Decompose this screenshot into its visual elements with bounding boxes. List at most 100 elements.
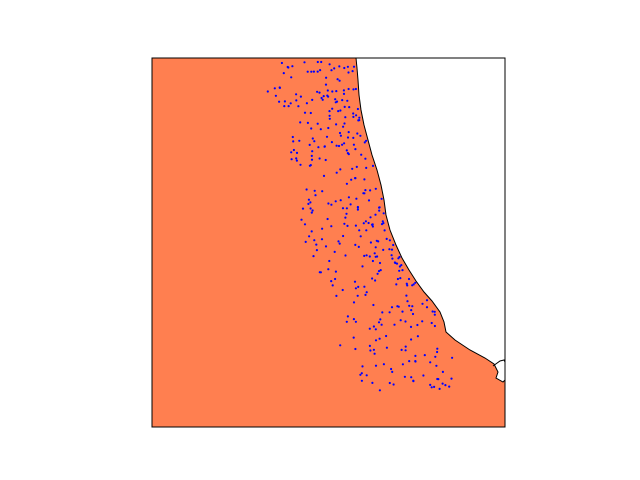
map-point (335, 144, 338, 147)
map-point (378, 209, 381, 212)
map-point (369, 349, 372, 352)
map-point (311, 98, 314, 101)
map-point (412, 283, 415, 286)
map-point (352, 301, 356, 304)
map-point (351, 167, 354, 170)
map-point (376, 272, 379, 275)
map-point (338, 131, 342, 135)
map-point (429, 383, 432, 386)
map-point (371, 164, 375, 167)
map-point (347, 131, 350, 134)
map-point (311, 209, 314, 212)
map-point (331, 90, 334, 93)
map-point (319, 271, 322, 274)
points-layer (266, 60, 454, 392)
map-point (364, 157, 367, 160)
map-point (305, 188, 308, 191)
map-point (301, 207, 305, 210)
map-point (374, 279, 377, 282)
map-point (388, 381, 391, 385)
map-point (398, 269, 401, 272)
map-point (371, 277, 374, 280)
map-point (365, 166, 368, 169)
map-point (273, 87, 276, 90)
map-point (310, 70, 313, 73)
map-point (354, 347, 357, 351)
map-point (335, 123, 338, 126)
map-point (359, 235, 362, 238)
map-point (403, 375, 406, 378)
map-point (345, 182, 348, 185)
map-point (411, 312, 415, 316)
map-point (379, 269, 382, 272)
map-point (390, 254, 393, 257)
map-point (358, 229, 361, 232)
map-point (347, 87, 350, 91)
map-point (435, 364, 438, 367)
map-point (343, 105, 346, 108)
map-point (414, 281, 417, 284)
map-point (346, 315, 349, 318)
map-point (342, 125, 345, 128)
map-point (327, 202, 330, 205)
map-point (399, 319, 402, 322)
map-point (326, 89, 329, 92)
map-point (361, 365, 364, 368)
map-point (398, 255, 401, 259)
map-point (310, 158, 314, 161)
map-point (346, 224, 349, 227)
map-point (303, 223, 307, 226)
map-point (307, 198, 310, 201)
map-point (289, 102, 292, 105)
map-point (326, 217, 329, 221)
map-point (362, 222, 365, 225)
map-point (354, 224, 357, 227)
map-point (400, 264, 403, 267)
map-point (316, 90, 319, 93)
map-point (337, 240, 340, 243)
map-point (318, 157, 321, 160)
map-point (354, 87, 357, 91)
map-point (292, 148, 295, 152)
map-point (352, 112, 355, 115)
map-point (399, 277, 402, 280)
map-point (313, 239, 316, 242)
map-point (324, 245, 328, 248)
map-point (357, 245, 360, 248)
map-point (354, 320, 357, 323)
map-point (363, 141, 366, 144)
map-point (401, 310, 404, 313)
map-point (295, 151, 299, 154)
map-point (410, 376, 413, 379)
map-point (423, 354, 426, 357)
map-point (311, 150, 314, 153)
map-point (406, 300, 409, 303)
map-point (343, 66, 346, 70)
coastline (355, 57, 506, 383)
map-point (404, 320, 407, 323)
map-point (441, 382, 444, 385)
map-point (342, 92, 346, 95)
map-point (344, 254, 347, 257)
map-point (309, 201, 312, 204)
map-point (421, 302, 424, 305)
map-point (316, 60, 319, 64)
map-point (346, 136, 350, 139)
map-point (337, 110, 340, 113)
map-point (331, 284, 334, 287)
map-point (290, 76, 293, 79)
map-area (151, 57, 506, 428)
map-point (385, 346, 388, 349)
map-point (363, 192, 366, 195)
map-point (339, 109, 342, 112)
map-point (306, 121, 309, 124)
map-point (382, 248, 385, 251)
map-point (345, 212, 348, 215)
map-point (352, 318, 355, 321)
map-point (380, 323, 383, 326)
map-point (327, 126, 330, 130)
map-point (331, 107, 334, 110)
map-point (341, 207, 345, 210)
map-point (430, 386, 433, 389)
map-point (395, 283, 398, 286)
